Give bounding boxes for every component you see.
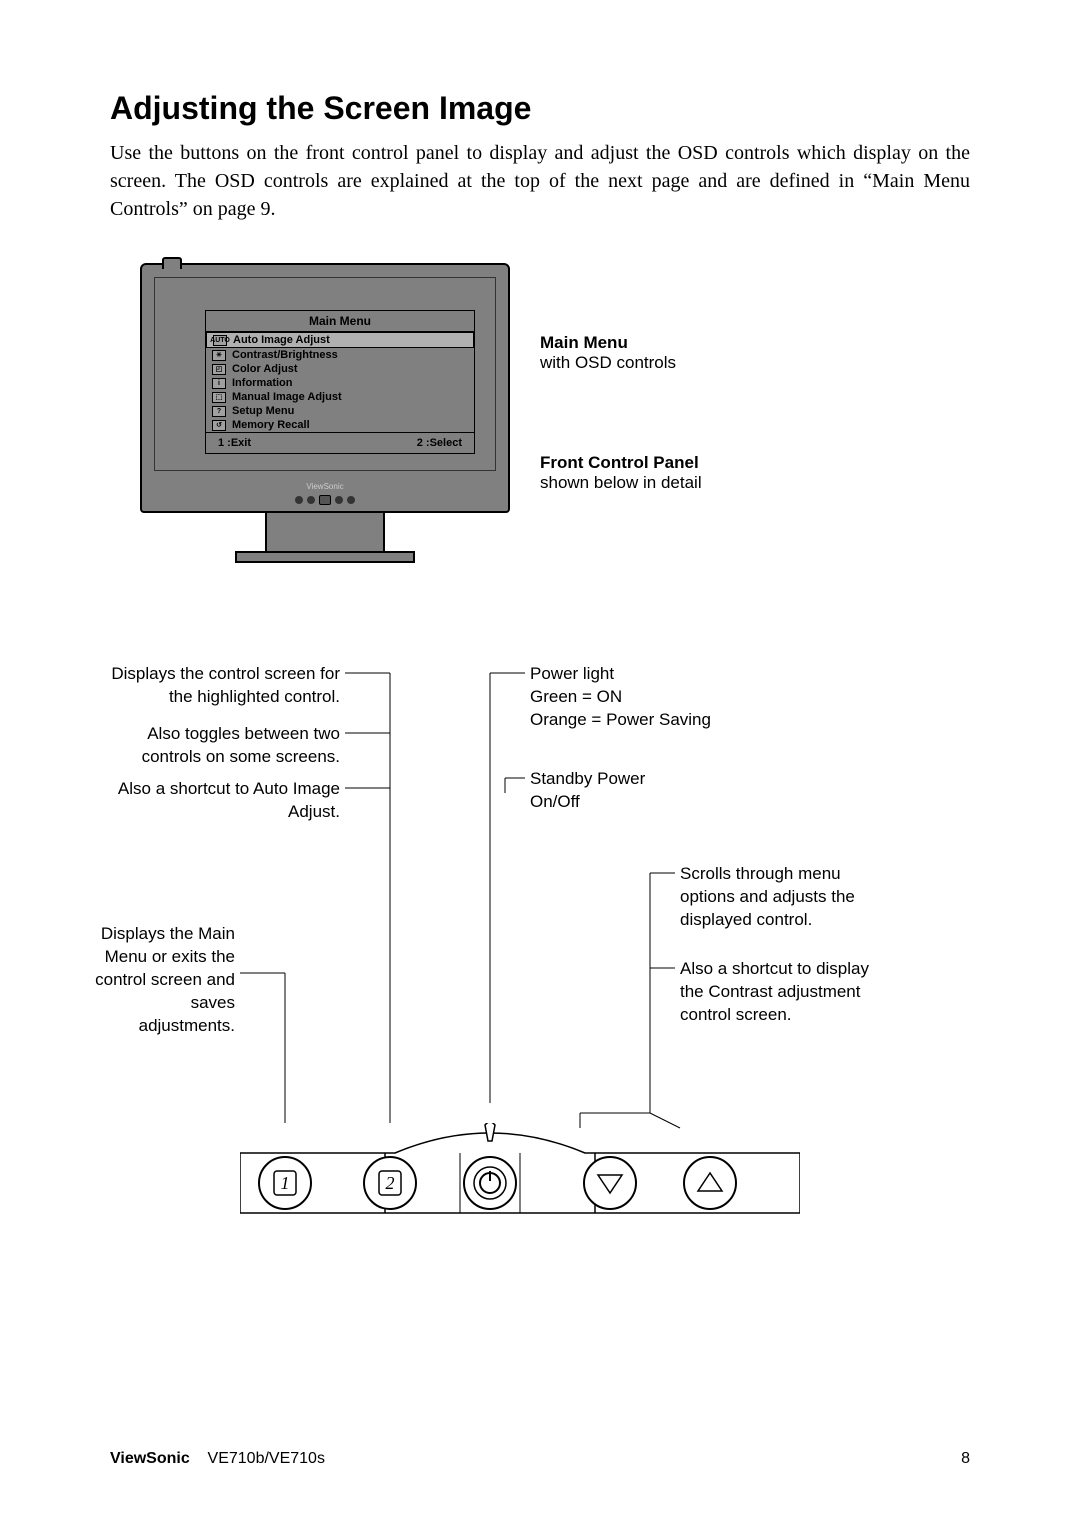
osd-item: AUTO Auto Image Adjust xyxy=(206,332,474,348)
osd-item-label: Memory Recall xyxy=(232,419,310,431)
page-footer: ViewSonic VE710b/VE710s 8 xyxy=(110,1450,970,1468)
osd-window: Main Menu AUTO Auto Image Adjust ☀ Contrast… xyxy=(205,310,475,454)
osd-item: ⬚ Manual Image Adjust xyxy=(206,390,474,404)
osd-item-label: Information xyxy=(232,377,293,389)
osd-item: ☀ Contrast/Brightness xyxy=(206,348,474,362)
osd-title: Main Menu xyxy=(205,310,475,332)
label-main-menu-title: Main Menu xyxy=(540,333,702,353)
callout-standby: Standby Power On/Off xyxy=(530,768,760,814)
osd-item: ↺ Memory Recall xyxy=(206,418,474,432)
osd-item-label: Auto Image Adjust xyxy=(233,334,330,346)
osd-item-icon: ↺ xyxy=(212,420,226,431)
callout-control-screen: Displays the control screen for the high… xyxy=(100,663,340,709)
osd-item-icon: ? xyxy=(212,406,226,417)
label-fcp-title: Front Control Panel xyxy=(540,453,702,473)
monitor-buttons-strip xyxy=(295,495,355,505)
button-2-label: 2 xyxy=(386,1173,395,1193)
intro-paragraph: Use the buttons on the front control pan… xyxy=(110,139,970,223)
front-panel-drawing: 1 2 xyxy=(240,1123,800,1253)
callout-contrast-shortcut: Also a shortcut to display the Contrast … xyxy=(680,958,880,1027)
osd-footer-select: 2 :Select xyxy=(417,437,462,449)
monitor-figure: Main Menu AUTO Auto Image Adjust ☀ Contrast… xyxy=(140,263,510,563)
osd-item-label: Setup Menu xyxy=(232,405,294,417)
callout-power-green: Green = ON xyxy=(530,686,760,709)
callout-power-light: Power light Green = ON Orange = Power Sa… xyxy=(530,663,760,732)
osd-item: ◰ Color Adjust xyxy=(206,362,474,376)
footer-model: VE710b/VE710s xyxy=(208,1450,325,1467)
osd-item-icon: ◰ xyxy=(212,364,226,375)
callout-power-orange: Orange = Power Saving xyxy=(530,709,760,732)
page-heading: Adjusting the Screen Image xyxy=(110,90,970,127)
osd-item-icon: ⬚ xyxy=(212,392,226,403)
osd-item: ? Setup Menu xyxy=(206,404,474,418)
callout-diagram: Displays the control screen for the high… xyxy=(110,663,970,1323)
osd-item-icon: i xyxy=(212,378,226,389)
callout-main-menu-exit: Displays the Main Menu or exits the cont… xyxy=(95,923,235,1038)
monitor-diagram: Main Menu AUTO Auto Image Adjust ☀ Contrast… xyxy=(110,263,970,583)
osd-item-icon: ☀ xyxy=(212,350,226,361)
osd-footer-exit: 1 :Exit xyxy=(218,437,251,449)
footer-page-number: 8 xyxy=(961,1450,970,1468)
osd-item-label: Contrast/Brightness xyxy=(232,349,338,361)
callout-toggles: Also toggles between two controls on som… xyxy=(100,723,340,769)
callout-scrolls: Scrolls through menu options and adjusts… xyxy=(680,863,870,932)
callout-standby-onoff: On/Off xyxy=(530,791,760,814)
button-1-label: 1 xyxy=(281,1173,290,1193)
label-fcp-sub: shown below in detail xyxy=(540,473,702,493)
footer-brand: ViewSonic xyxy=(110,1450,190,1467)
osd-item-label: Manual Image Adjust xyxy=(232,391,342,403)
callout-auto-shortcut: Also a shortcut to Auto Image Adjust. xyxy=(100,778,340,824)
osd-item: i Information xyxy=(206,376,474,390)
osd-item-icon: AUTO xyxy=(213,335,227,346)
label-main-menu-sub: with OSD controls xyxy=(540,353,702,373)
monitor-logo: ViewSonic xyxy=(306,482,343,491)
callout-power-light-title: Power light xyxy=(530,663,760,686)
callout-standby-title: Standby Power xyxy=(530,768,760,791)
osd-item-label: Color Adjust xyxy=(232,363,298,375)
